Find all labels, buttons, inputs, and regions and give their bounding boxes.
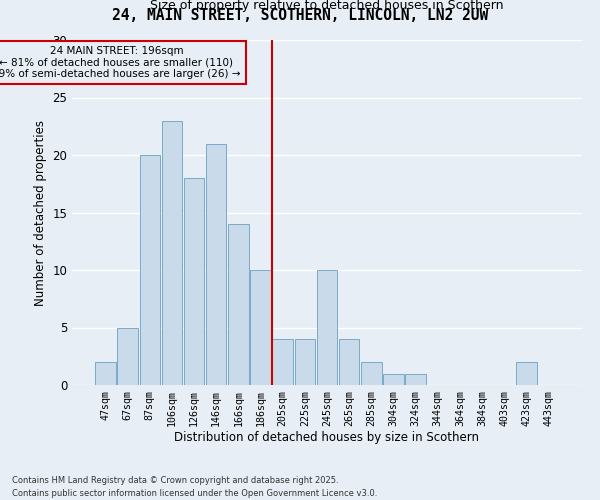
Y-axis label: Number of detached properties: Number of detached properties	[34, 120, 47, 306]
X-axis label: Distribution of detached houses by size in Scothern: Distribution of detached houses by size …	[175, 432, 479, 444]
Bar	[361, 362, 382, 385]
Bar	[140, 155, 160, 385]
Bar	[95, 362, 116, 385]
Bar	[406, 374, 426, 385]
Title: Size of property relative to detached houses in Scothern: Size of property relative to detached ho…	[150, 0, 504, 12]
Bar	[317, 270, 337, 385]
Bar	[516, 362, 536, 385]
Bar	[272, 339, 293, 385]
Bar	[206, 144, 226, 385]
Text: 24, MAIN STREET, SCOTHERN, LINCOLN, LN2 2UW: 24, MAIN STREET, SCOTHERN, LINCOLN, LN2 …	[112, 8, 488, 22]
Bar	[250, 270, 271, 385]
Text: 24 MAIN STREET: 196sqm
← 81% of detached houses are smaller (110)
19% of semi-de: 24 MAIN STREET: 196sqm ← 81% of detached…	[0, 46, 241, 79]
Bar	[118, 328, 138, 385]
Bar	[339, 339, 359, 385]
Bar	[383, 374, 404, 385]
Text: Contains HM Land Registry data © Crown copyright and database right 2025.
Contai: Contains HM Land Registry data © Crown c…	[12, 476, 377, 498]
Bar	[184, 178, 204, 385]
Bar	[295, 339, 315, 385]
Bar	[161, 120, 182, 385]
Bar	[228, 224, 248, 385]
